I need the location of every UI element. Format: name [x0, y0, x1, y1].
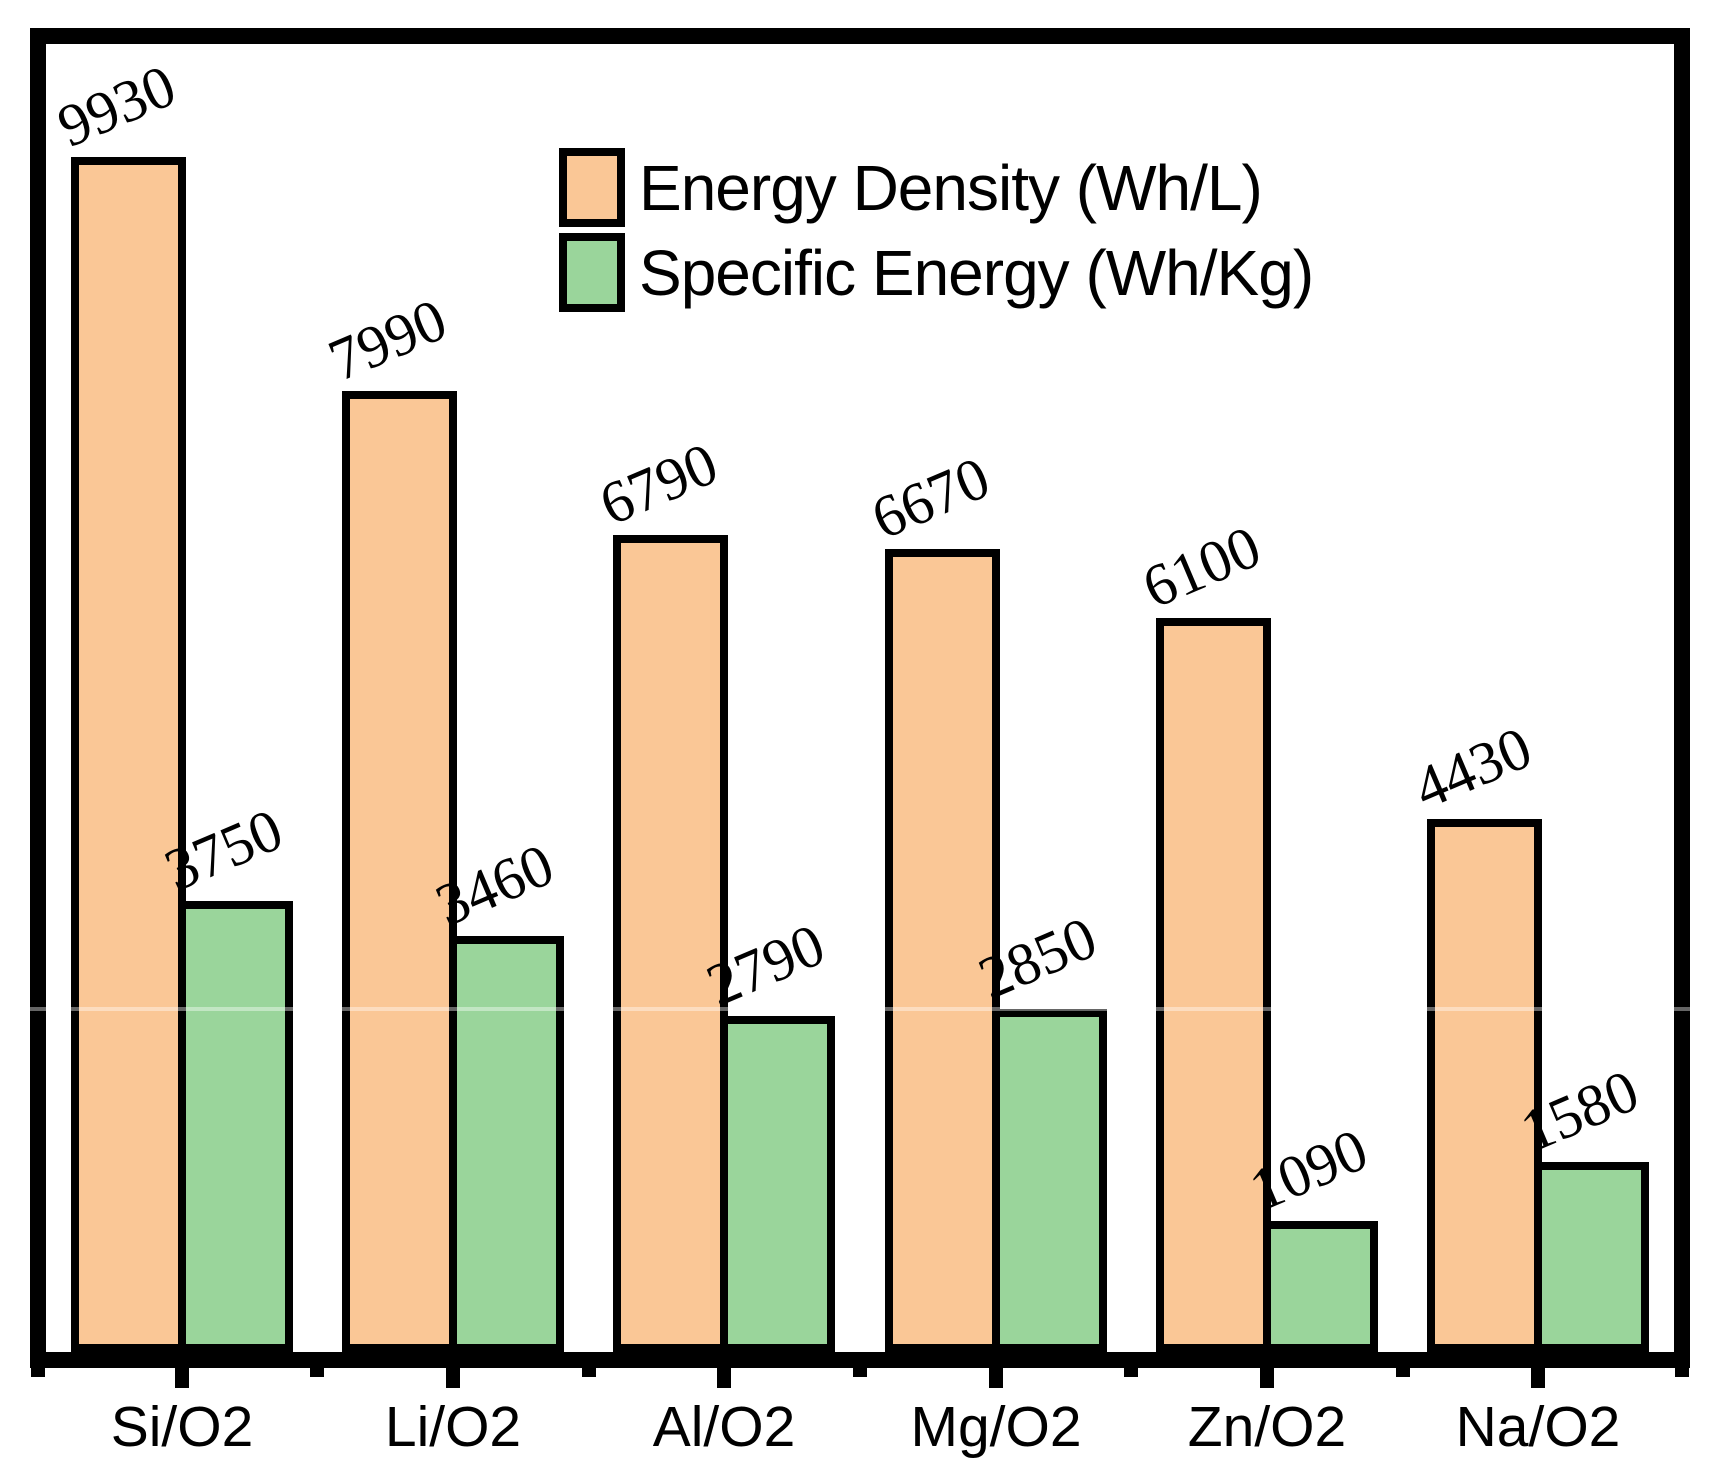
bar-specific-energy-2: 3460: [426, 831, 564, 1352]
bar-specific-energy-4: 2850: [969, 904, 1107, 1352]
bar-energy-density-2: 7990: [319, 286, 457, 1352]
bar-group-mg-o2: 6670 2850: [860, 44, 1131, 1352]
x-axis-minor-tick: [1675, 1368, 1689, 1377]
bar-specific-energy-5: 1090: [1240, 1116, 1378, 1352]
legend-swatch-energy-density: [559, 148, 625, 227]
bar-value-label: 6100: [1133, 513, 1270, 621]
x-axis-label-al-o2: Al/O2: [652, 1395, 796, 1459]
x-axis-label-na-o2: Na/O2: [1455, 1395, 1621, 1459]
x-axis-label-mg-o2: Mg/O2: [910, 1395, 1082, 1459]
bar-value-label: 9930: [48, 52, 185, 160]
x-axis-label-li-o2: Li/O2: [384, 1395, 522, 1459]
x-axis-label-si-o2: Si/O2: [110, 1395, 254, 1459]
x-axis-minor-tick: [582, 1368, 596, 1377]
bar-energy-density-5: 6100: [1133, 513, 1271, 1352]
bar-group-al-o2: 6790 2790: [589, 44, 860, 1352]
bar-group-zn-o2: 6100 1090: [1131, 44, 1402, 1352]
x-axis-label-zn-o2: Zn/O2: [1187, 1395, 1347, 1459]
legend: Energy Density (Wh/L) Specific Energy (W…: [559, 148, 1314, 312]
bar-value-label: 6670: [862, 444, 999, 552]
bar-value-label: 7990: [319, 286, 456, 394]
x-axis-minor-tick: [853, 1368, 867, 1377]
x-axis-major-tick: [717, 1368, 731, 1388]
plot-frame: 9930 3750 7990 3460 6790 2790 6670 2850 6100 1090…: [30, 28, 1690, 1368]
bar-specific-energy-6: 1580: [1512, 1057, 1650, 1352]
bar-group-si-o2: 9930 3750: [46, 44, 317, 1352]
legend-swatch-specific-energy: [559, 233, 625, 312]
legend-item-energy-density: Energy Density (Wh/L): [559, 148, 1313, 227]
bar-specific-energy-1: 3750: [155, 796, 293, 1352]
x-axis-major-tick: [1260, 1368, 1274, 1388]
x-axis-major-tick: [175, 1368, 189, 1388]
x-axis-minor-tick: [1396, 1368, 1410, 1377]
bar-group-na-o2: 4430 1580: [1403, 44, 1674, 1352]
x-axis-major-tick: [1531, 1368, 1545, 1388]
legend-label-specific-energy: Specific Energy (Wh/Kg): [639, 236, 1314, 309]
bar-energy-density-4: 6670: [862, 444, 1000, 1352]
x-axis-major-tick: [989, 1368, 1003, 1388]
x-axis-minor-tick: [1124, 1368, 1138, 1377]
bar-energy-density-1: 9930: [48, 52, 186, 1352]
bar-specific-energy-3: 2790: [698, 911, 836, 1352]
bar-group-li-o2: 7990 3460: [317, 44, 588, 1352]
bar-value-label: 6790: [590, 430, 727, 538]
x-axis-minor-tick: [310, 1368, 324, 1377]
x-axis-minor-tick: [31, 1368, 45, 1377]
bar-value-label: 4430: [1404, 714, 1541, 822]
legend-label-energy-density: Energy Density (Wh/L): [639, 151, 1263, 224]
bar-energy-density-6: 4430: [1405, 714, 1543, 1352]
bar-energy-density-3: 6790: [591, 430, 729, 1352]
legend-item-specific-energy: Specific Energy (Wh/Kg): [559, 233, 1314, 312]
x-axis-major-tick: [446, 1368, 460, 1388]
plot-area: 9930 3750 7990 3460 6790 2790 6670 2850 6100 1090…: [46, 44, 1674, 1352]
